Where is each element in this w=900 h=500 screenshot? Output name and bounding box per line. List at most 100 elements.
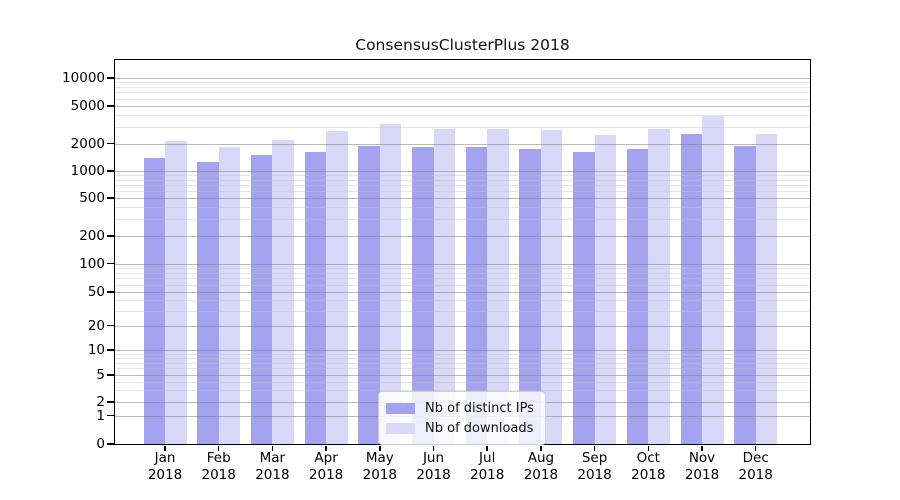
x-tick-month: Jul	[479, 450, 496, 466]
legend-label-distinct-ips: Nb of distinct IPs	[425, 400, 534, 416]
x-tick-month: Jan	[154, 450, 176, 466]
x-tick-mark	[593, 445, 596, 451]
x-tick-mark	[217, 445, 220, 451]
x-tick-mark	[540, 445, 542, 451]
x-tick-label: Oct 2018	[613, 450, 683, 484]
x-tick-mark	[271, 445, 274, 451]
x-tick-year: 2018	[416, 467, 451, 483]
x-tick-year: 2018	[523, 467, 559, 483]
bar-downloads	[326, 131, 348, 444]
x-tick-year: 2018	[738, 467, 773, 483]
y-tick-mark	[107, 401, 114, 403]
bar-distinct-ips	[197, 161, 219, 444]
x-tick-month: Apr	[314, 450, 338, 466]
x-tick-label: Dec 2018	[721, 450, 791, 484]
x-tick-label: Aug 2018	[506, 450, 576, 484]
y-tick-label: 5	[96, 367, 105, 383]
y-tick-mark	[107, 414, 114, 417]
bar-downloads	[433, 128, 455, 444]
x-tick-label: Jan 2018	[130, 450, 200, 484]
y-tick-mark	[107, 324, 114, 327]
x-tick-month: Aug	[527, 450, 555, 466]
y-tick-label: 200	[79, 228, 105, 244]
bar-downloads	[379, 124, 402, 444]
gridline-minor	[115, 87, 810, 88]
x-tick-mark	[486, 445, 488, 451]
plot-area	[115, 60, 810, 444]
x-tick-label: May 2018	[345, 450, 415, 484]
bar-downloads	[165, 140, 187, 444]
bar-distinct-ips	[250, 154, 273, 444]
legend-swatch-downloads	[386, 422, 415, 434]
y-tick-label: 2000	[70, 135, 105, 152]
x-tick-year: 2018	[147, 467, 183, 483]
x-tick-label: Nov 2018	[667, 450, 737, 484]
x-tick-year: 2018	[470, 467, 505, 483]
x-tick-mark	[647, 445, 650, 451]
x-tick-mark	[164, 445, 166, 451]
bar-distinct-ips	[465, 146, 488, 444]
x-tick-month: May	[365, 450, 394, 466]
gridline-minor	[115, 92, 810, 94]
x-tick-year: 2018	[684, 467, 720, 483]
y-tick-label: 500	[79, 190, 105, 206]
legend-item-downloads: Nb of downloads	[386, 418, 537, 438]
bar-downloads	[594, 134, 617, 444]
x-tick-label: Sep 2018	[560, 450, 630, 484]
y-tick-label: 10	[87, 342, 105, 358]
y-tick-mark	[107, 105, 114, 107]
gridline-minor	[115, 98, 810, 100]
x-tick-year: 2018	[255, 467, 290, 483]
y-tick-label: 2	[96, 394, 105, 410]
legend: Nb of distinct IPs Nb of downloads	[378, 391, 546, 445]
x-tick-mark	[325, 445, 327, 451]
legend-label-downloads: Nb of downloads	[425, 420, 534, 436]
x-tick-label: Apr 2018	[291, 450, 361, 484]
bar-distinct-ips	[680, 133, 702, 444]
x-tick-label: Feb 2018	[184, 450, 254, 484]
bar-distinct-ips	[304, 152, 327, 444]
legend-swatch-distinct-ips	[386, 402, 415, 414]
x-tick-mark	[754, 445, 757, 451]
y-tick-label: 50	[87, 284, 105, 300]
x-tick-month: Dec	[742, 450, 769, 466]
x-tick-year: 2018	[201, 467, 236, 483]
x-tick-mark	[701, 445, 703, 451]
bar-distinct-ips	[519, 148, 541, 444]
x-tick-year: 2018	[308, 467, 344, 483]
x-tick-month: Oct	[636, 450, 660, 466]
gridline-minor	[115, 82, 810, 84]
y-tick-label: 0	[96, 436, 105, 452]
chart-title: ConsensusClusterPlus 2018	[355, 36, 570, 54]
y-tick-label: 100	[79, 255, 105, 272]
bar-distinct-ips	[573, 152, 595, 444]
x-tick-label: Jul 2018	[452, 450, 522, 484]
bar-downloads	[487, 129, 509, 444]
x-tick-month: Mar	[259, 450, 286, 466]
bar-distinct-ips	[626, 148, 649, 444]
gridline-major	[115, 78, 810, 79]
x-tick-label: Jun 2018	[399, 450, 469, 484]
y-tick-mark	[107, 443, 114, 445]
y-tick-mark	[107, 197, 114, 199]
x-tick-label: Mar 2018	[237, 450, 307, 484]
bar-distinct-ips	[358, 145, 380, 444]
gridline-major	[115, 106, 810, 107]
x-tick-year: 2018	[631, 467, 666, 483]
y-tick-mark	[107, 374, 114, 376]
x-tick-mark	[432, 445, 435, 451]
x-tick-year: 2018	[577, 467, 612, 483]
y-tick-label: 20	[87, 317, 105, 334]
y-tick-mark	[107, 77, 114, 79]
y-tick-label: 5000	[70, 98, 105, 114]
bar-downloads	[648, 129, 670, 444]
x-tick-month: Sep	[581, 450, 608, 466]
legend-item-distinct-ips: Nb of distinct IPs	[386, 398, 537, 418]
x-tick-month: Feb	[206, 450, 231, 466]
bar-distinct-ips	[412, 147, 434, 444]
bar-downloads	[702, 116, 724, 444]
y-tick-label: 1000	[70, 163, 105, 179]
bar-downloads	[272, 139, 294, 444]
bar-distinct-ips	[734, 146, 756, 444]
y-tick-mark	[107, 235, 114, 237]
